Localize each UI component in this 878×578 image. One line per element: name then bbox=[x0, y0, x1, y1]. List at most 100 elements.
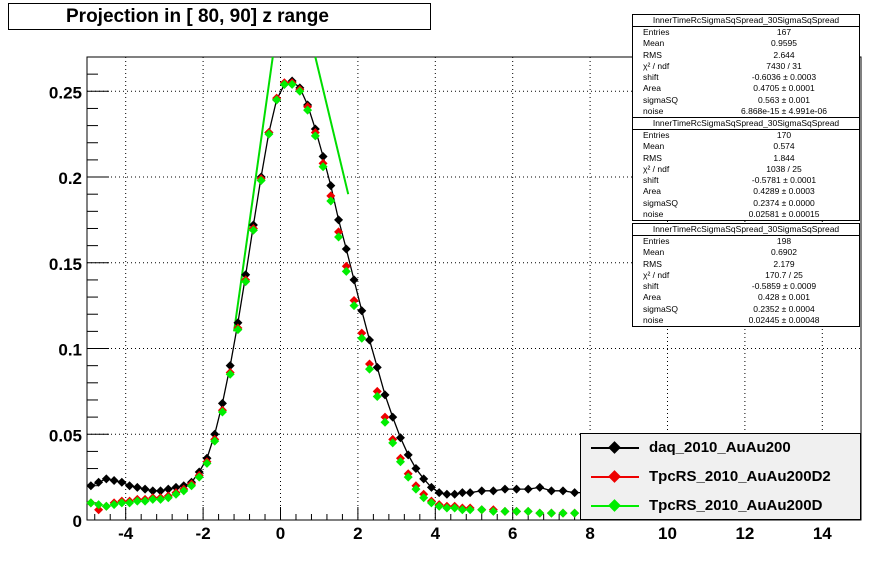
stats-label: Area bbox=[643, 292, 661, 303]
data-point bbox=[488, 486, 498, 496]
stats-value: 0.02581 ± 0.00015 bbox=[748, 209, 820, 220]
data-point bbox=[419, 493, 429, 503]
stats-row: sigmaSQ 0.2374 ± 0.0000 bbox=[633, 198, 859, 209]
stats-value: 0.563 ± 0.001 bbox=[758, 94, 810, 105]
data-point bbox=[411, 464, 421, 474]
data-point bbox=[132, 496, 142, 506]
data-point bbox=[395, 457, 405, 467]
stats-value: 0.4705 ± 0.0001 bbox=[753, 83, 815, 94]
x-tick-label: 6 bbox=[508, 524, 517, 543]
stats-label: Entries bbox=[643, 130, 670, 140]
stats-row: Mean 0.574 bbox=[633, 141, 859, 152]
stats-value: 0.428 ± 0.001 bbox=[758, 292, 810, 303]
data-point bbox=[380, 417, 390, 427]
data-point bbox=[334, 227, 344, 237]
data-point bbox=[179, 486, 189, 496]
data-point bbox=[287, 79, 297, 89]
data-point bbox=[349, 296, 359, 306]
fit-line bbox=[233, 56, 274, 332]
data-point bbox=[434, 488, 444, 498]
stats-title: InnerTimeRcSigmaSqSpread_30SigmaSqSpread bbox=[633, 118, 859, 130]
stats-value: 170.7 / 25 bbox=[765, 269, 803, 280]
data-point bbox=[477, 505, 487, 515]
x-tick-label: 2 bbox=[353, 524, 362, 543]
data-point bbox=[163, 493, 173, 503]
stats-label: shift bbox=[643, 72, 659, 83]
data-point bbox=[132, 482, 142, 492]
stats-label: Area bbox=[643, 186, 661, 197]
x-tick-label: 4 bbox=[431, 524, 441, 543]
data-point bbox=[411, 484, 421, 494]
data-point bbox=[546, 486, 556, 496]
fit-lines bbox=[233, 56, 350, 332]
data-points bbox=[86, 76, 626, 518]
stats-value: 2.644 bbox=[773, 49, 795, 60]
legend: daq_2010_AuAu200 TpcRS_2010_AuAu200D2 Tp… bbox=[580, 433, 861, 520]
stats-value: 1038 / 25 bbox=[766, 163, 802, 174]
stats-value: 0.2352 ± 0.0004 bbox=[753, 303, 815, 314]
data-point bbox=[210, 429, 220, 439]
y-tick-label: 0.25 bbox=[49, 83, 82, 102]
stats-row: Entries 167 bbox=[633, 27, 859, 38]
stats-row: RMS 2.644 bbox=[633, 50, 859, 61]
stats-box-1: InnerTimeRcSigmaSqSpread_30SigmaSqSpread… bbox=[632, 14, 860, 119]
data-point bbox=[117, 477, 127, 487]
stats-value: 170 bbox=[776, 130, 792, 140]
data-point bbox=[109, 500, 119, 510]
data-point bbox=[241, 277, 251, 287]
legend-item-d2: TpcRS_2010_AuAu200D2 bbox=[581, 463, 861, 491]
data-point bbox=[171, 482, 181, 492]
legend-label: TpcRS_2010_AuAu200D2 bbox=[649, 468, 831, 485]
data-point bbox=[140, 496, 150, 506]
data-point bbox=[372, 362, 382, 372]
data-point bbox=[318, 151, 328, 161]
x-tick-label: 12 bbox=[735, 524, 754, 543]
stats-value: 7430 / 31 bbox=[766, 60, 802, 71]
stats-value: -0.5859 ± 0.0009 bbox=[751, 281, 817, 292]
x-tick-label: 10 bbox=[658, 524, 677, 543]
data-point bbox=[403, 472, 413, 482]
y-tick-label: 0.1 bbox=[58, 341, 82, 360]
data-point bbox=[303, 105, 313, 115]
data-point bbox=[248, 225, 258, 235]
stats-row: χ² / ndf 1038 / 25 bbox=[633, 164, 859, 175]
data-point bbox=[326, 181, 336, 191]
x-tick-label: 8 bbox=[585, 524, 594, 543]
stats-row: Area 0.4289 ± 0.0003 bbox=[633, 186, 859, 197]
data-point bbox=[101, 474, 111, 484]
data-point bbox=[535, 482, 545, 492]
data-point bbox=[202, 458, 212, 468]
stats-row: Entries 198 bbox=[633, 236, 859, 247]
stats-row: Entries 170 bbox=[633, 130, 859, 141]
stats-label: shift bbox=[643, 175, 659, 186]
data-point bbox=[523, 506, 533, 516]
data-point bbox=[488, 506, 498, 516]
data-point bbox=[457, 505, 467, 515]
stats-value: -0.6036 ± 0.0003 bbox=[751, 72, 817, 83]
stats-value: 2.179 bbox=[773, 258, 795, 269]
data-point bbox=[117, 498, 127, 508]
stats-label: sigmaSQ bbox=[643, 303, 678, 314]
data-point bbox=[94, 477, 104, 487]
chart-title: Projection in [ 80, 90] z range bbox=[8, 3, 431, 30]
data-point bbox=[442, 489, 452, 499]
data-point bbox=[365, 335, 375, 345]
data-point bbox=[426, 498, 436, 508]
data-point bbox=[388, 412, 398, 422]
data-point bbox=[217, 398, 227, 408]
data-point bbox=[357, 333, 367, 343]
data-point bbox=[434, 501, 444, 511]
data-point bbox=[194, 472, 204, 482]
data-point bbox=[163, 484, 173, 494]
data-point bbox=[395, 433, 405, 443]
stats-label: Mean bbox=[643, 247, 665, 258]
data-point bbox=[457, 488, 467, 498]
stats-value: 6.868e-15 ± 4.991e-06 bbox=[741, 106, 827, 117]
data-point bbox=[450, 503, 460, 513]
y-tick-label: 0.05 bbox=[49, 426, 82, 445]
data-point bbox=[225, 361, 235, 371]
data-point bbox=[186, 481, 196, 491]
data-point bbox=[326, 191, 336, 201]
stats-row: χ² / ndf 7430 / 31 bbox=[633, 61, 859, 72]
stats-label: Area bbox=[643, 83, 661, 94]
